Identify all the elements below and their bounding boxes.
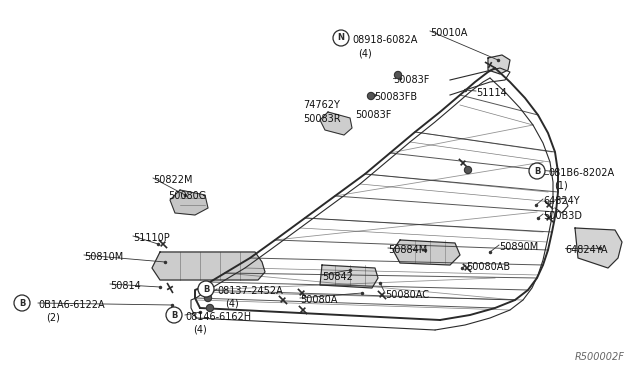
Text: 08146-6162H: 08146-6162H bbox=[185, 312, 251, 322]
Text: 50080A: 50080A bbox=[300, 295, 337, 305]
Text: (2): (2) bbox=[46, 313, 60, 323]
Text: B: B bbox=[203, 285, 209, 294]
Text: 50822M: 50822M bbox=[153, 175, 193, 185]
Text: 50080AB: 50080AB bbox=[466, 262, 510, 272]
Circle shape bbox=[367, 93, 374, 99]
Text: 50083F: 50083F bbox=[355, 110, 392, 120]
Text: 50083FB: 50083FB bbox=[374, 92, 417, 102]
Polygon shape bbox=[320, 112, 352, 135]
Text: (4): (4) bbox=[225, 299, 239, 309]
Text: 50890M: 50890M bbox=[499, 242, 538, 252]
Circle shape bbox=[394, 71, 401, 78]
Circle shape bbox=[207, 305, 214, 311]
Circle shape bbox=[205, 295, 211, 301]
Text: (4): (4) bbox=[193, 325, 207, 335]
Text: 08137-2452A: 08137-2452A bbox=[217, 286, 283, 296]
Text: 64824YA: 64824YA bbox=[565, 245, 607, 255]
Text: 50884M: 50884M bbox=[388, 245, 428, 255]
Polygon shape bbox=[170, 190, 208, 215]
Polygon shape bbox=[152, 252, 265, 280]
Circle shape bbox=[333, 30, 349, 46]
Text: 08918-6082A: 08918-6082A bbox=[352, 35, 417, 45]
Text: (4): (4) bbox=[358, 48, 372, 58]
Text: 64824Y: 64824Y bbox=[543, 196, 580, 206]
Text: B: B bbox=[19, 298, 25, 308]
Text: 500B3D: 500B3D bbox=[543, 211, 582, 221]
Text: R500002F: R500002F bbox=[575, 352, 625, 362]
Text: 081B6-8202A: 081B6-8202A bbox=[548, 168, 614, 178]
Text: 0B1A6-6122A: 0B1A6-6122A bbox=[38, 300, 104, 310]
Text: 50080G: 50080G bbox=[168, 191, 206, 201]
Text: 50810M: 50810M bbox=[84, 252, 124, 262]
Text: (1): (1) bbox=[554, 181, 568, 191]
Circle shape bbox=[529, 163, 545, 179]
Text: 51110P: 51110P bbox=[133, 233, 170, 243]
Polygon shape bbox=[320, 265, 378, 288]
Polygon shape bbox=[575, 228, 622, 268]
Circle shape bbox=[198, 281, 214, 297]
Text: 50080AC: 50080AC bbox=[385, 290, 429, 300]
Text: B: B bbox=[171, 311, 177, 320]
Polygon shape bbox=[393, 240, 460, 265]
Text: N: N bbox=[337, 33, 344, 42]
Text: 50083R: 50083R bbox=[303, 114, 340, 124]
Polygon shape bbox=[488, 55, 510, 74]
Text: 50814: 50814 bbox=[110, 281, 141, 291]
Circle shape bbox=[465, 167, 472, 173]
Text: B: B bbox=[534, 167, 540, 176]
Text: 50083F: 50083F bbox=[393, 75, 429, 85]
Text: 50842: 50842 bbox=[322, 272, 353, 282]
Circle shape bbox=[14, 295, 30, 311]
Circle shape bbox=[166, 307, 182, 323]
Text: 51114: 51114 bbox=[476, 88, 507, 98]
Text: 74762Y: 74762Y bbox=[303, 100, 340, 110]
Text: 50010A: 50010A bbox=[430, 28, 467, 38]
